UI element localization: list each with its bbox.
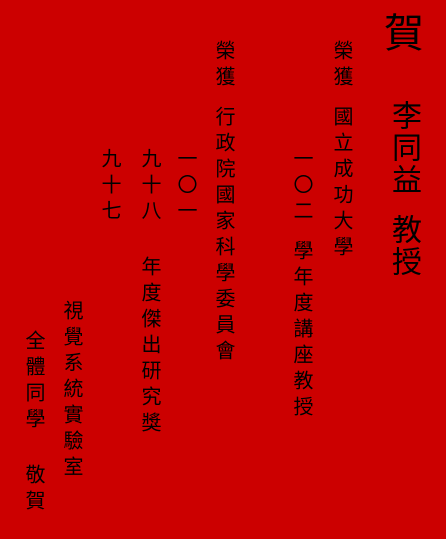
honoree-name: 李同益	[386, 100, 421, 196]
honoree: 李同益教授	[386, 100, 421, 278]
honor2-label: 榮獲	[212, 40, 236, 92]
sender-colleagues: 全體同學	[22, 330, 46, 434]
honor2-year-b: 九十八	[138, 148, 162, 226]
honor1-label-university: 榮獲國立成功大學	[330, 40, 354, 262]
honor2-year-c: 九十七	[98, 148, 122, 226]
honor2-award: 年度傑出研究獎	[138, 256, 162, 438]
honor1-university: 國立成功大學	[330, 106, 354, 262]
honor1-award: 學年度講座教授	[290, 240, 314, 422]
honor1-label: 榮獲	[330, 40, 354, 92]
honoree-title: 教授	[386, 214, 421, 278]
honor2-year-a: 一〇一	[174, 148, 198, 226]
honor1-year: 一〇二	[290, 148, 314, 226]
heading-char: 賀	[377, 12, 423, 52]
honor1-year-award: 一〇二學年度講座教授	[290, 148, 314, 422]
sender-line: 全體同學敬賀	[22, 330, 46, 516]
honor2-label-council: 榮獲行政院國家科學委員會	[212, 40, 236, 366]
sender-lab: 視覺系統實驗室	[60, 300, 84, 482]
sender-congrats: 敬賀	[22, 464, 46, 516]
honor2-council: 行政院國家科學委員會	[212, 106, 236, 366]
